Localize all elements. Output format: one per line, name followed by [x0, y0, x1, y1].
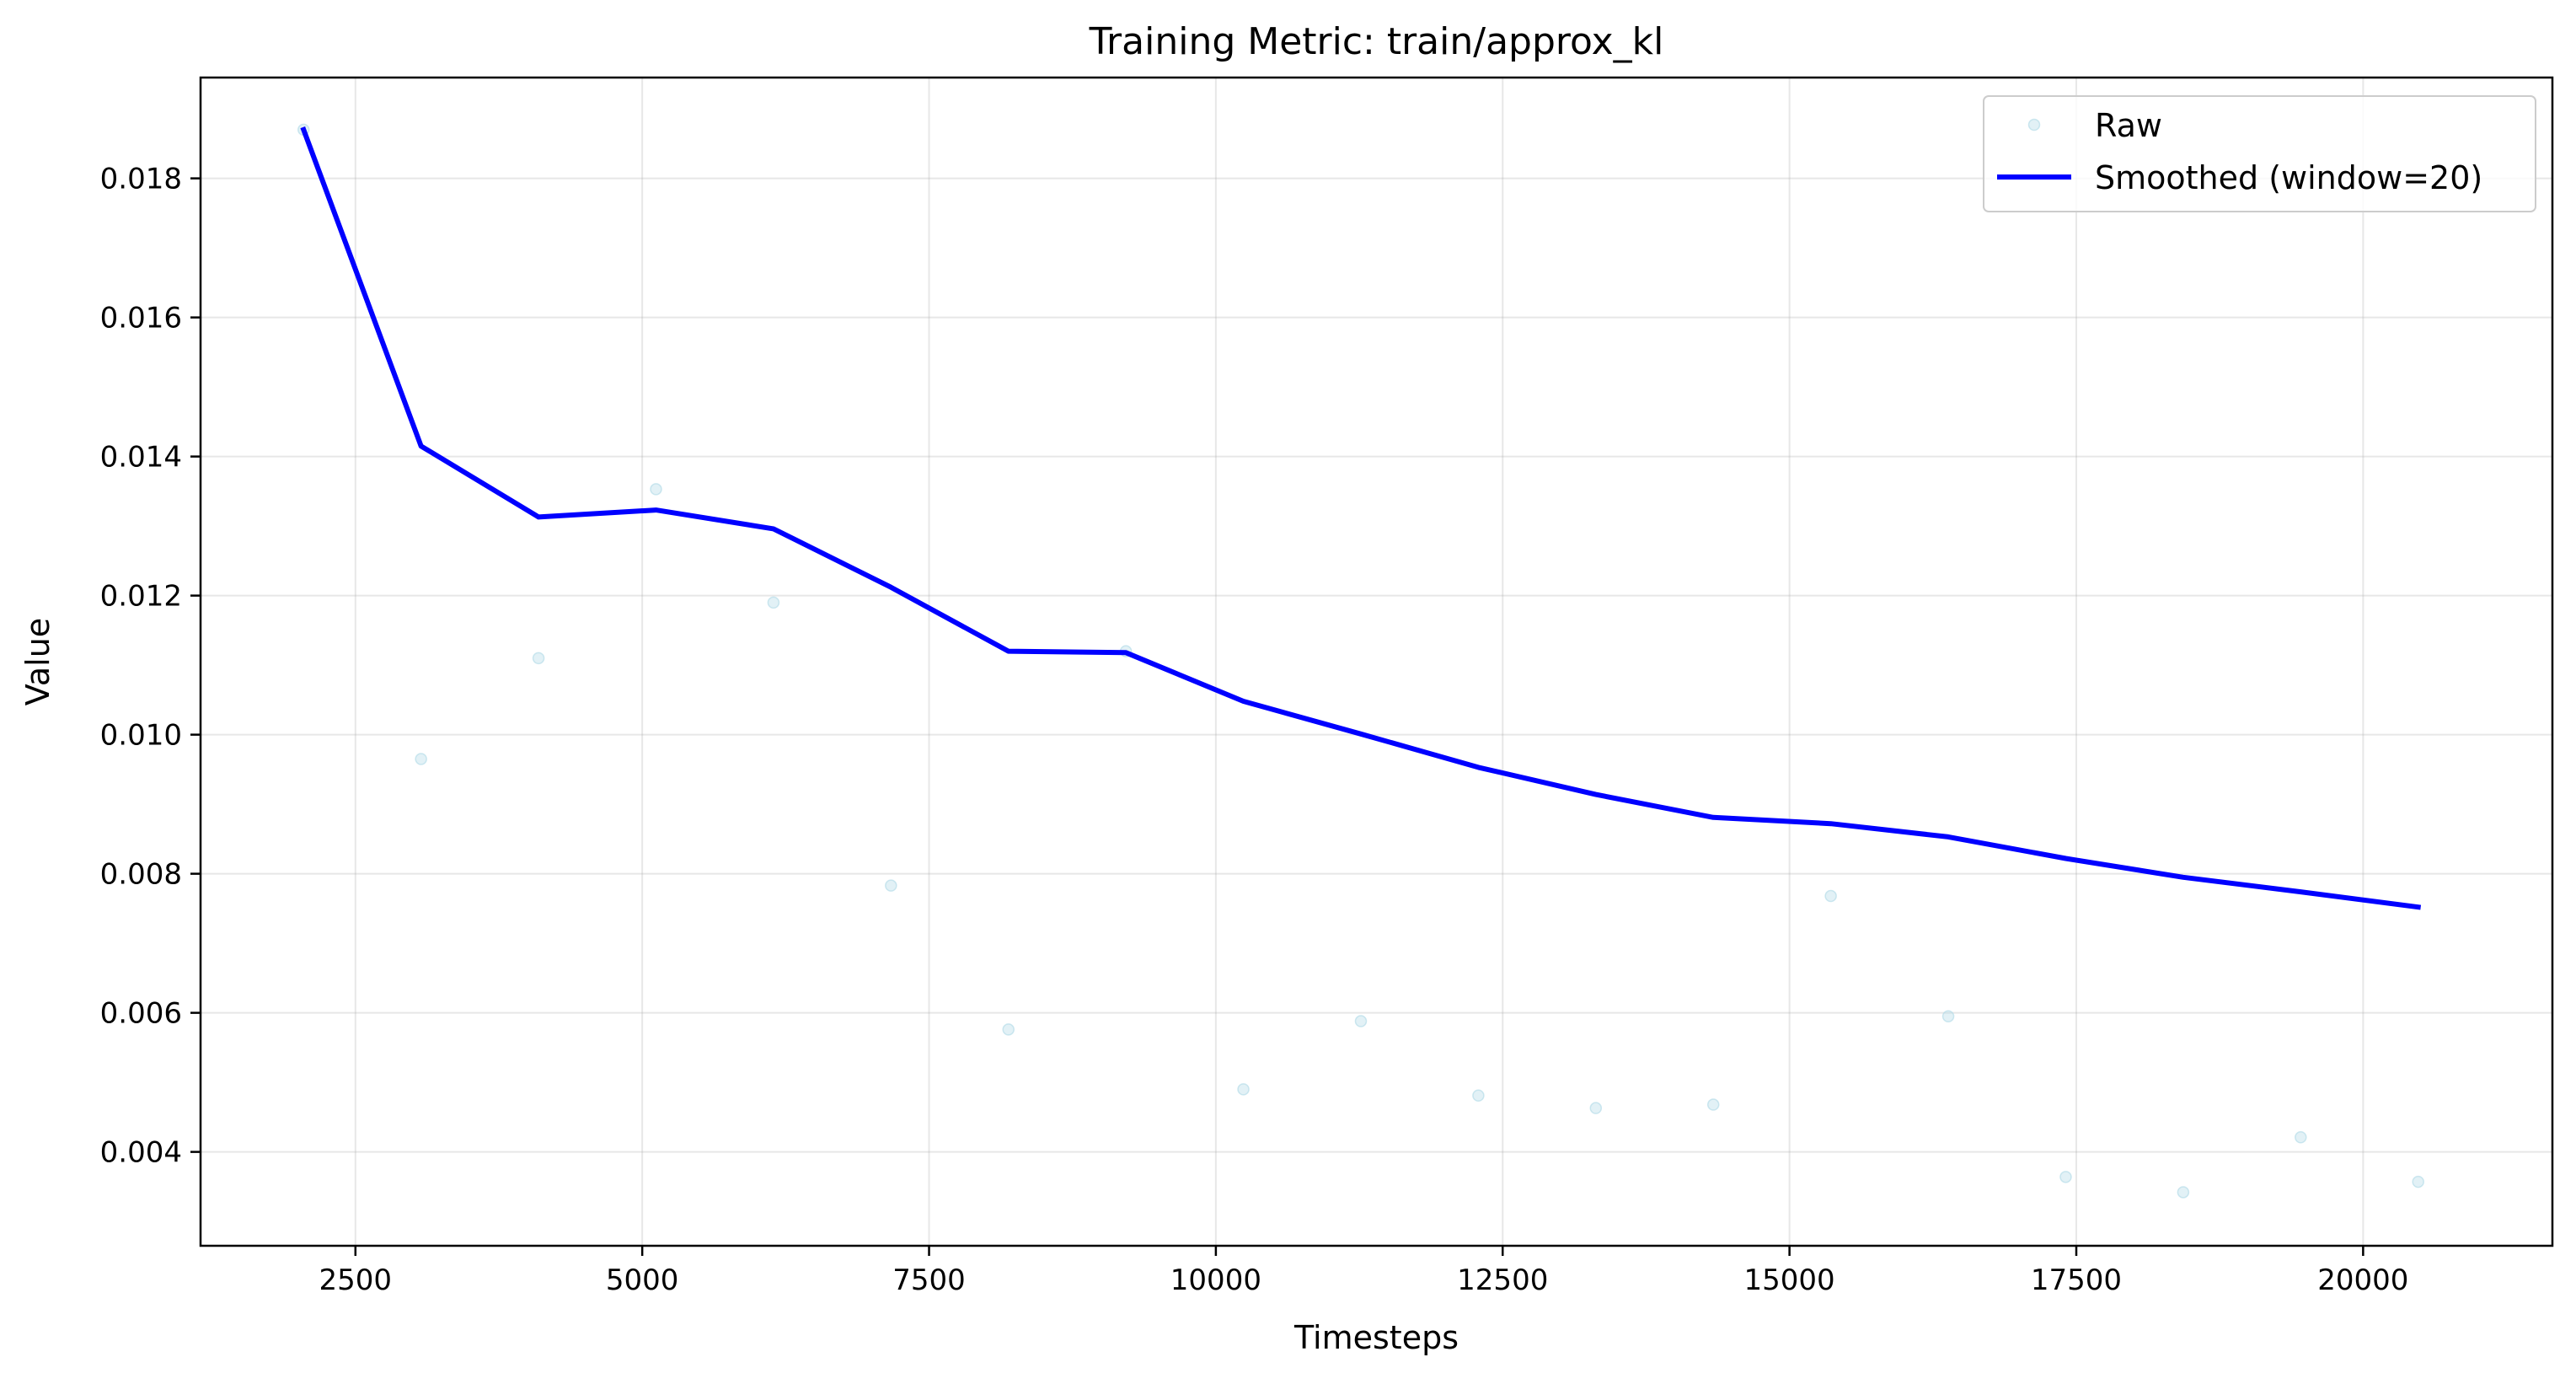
legend-raw-label: Raw: [2095, 107, 2162, 144]
raw-point: [1589, 1102, 1603, 1114]
chart-title: Training Metric: train/approx_kl: [1089, 20, 1664, 63]
raw-point: [1706, 1098, 1720, 1111]
raw-point: [767, 596, 780, 609]
legend-smoothed-label: Smoothed (window=20): [2095, 159, 2482, 196]
plot-data: [297, 123, 2424, 1199]
x-tick-label: 5000: [606, 1263, 679, 1297]
raw-point: [1941, 1010, 1955, 1022]
y-tick-label: 0.010: [100, 719, 182, 753]
raw-point: [2177, 1186, 2190, 1199]
raw-point: [2059, 1171, 2072, 1183]
legend-raw-marker: [2027, 118, 2041, 131]
x-tick-label: 17500: [2031, 1263, 2122, 1297]
x-tick-label: 12500: [1457, 1263, 1548, 1297]
y-axis-label: Value: [19, 618, 56, 705]
axis-ticks: 2500 5000 7500 10000 12500 15000 17500 20000 0.0…: [100, 163, 2409, 1297]
y-tick-label: 0.014: [100, 441, 182, 475]
raw-point: [2295, 1131, 2307, 1144]
y-tick-label: 0.016: [100, 302, 182, 335]
x-axis-label: Timesteps: [1293, 1319, 1459, 1356]
y-tick-label: 0.006: [100, 997, 182, 1031]
raw-point: [650, 483, 662, 496]
raw-point: [885, 879, 897, 892]
y-tick-label: 0.012: [100, 580, 182, 614]
y-tick-label: 0.004: [100, 1136, 182, 1170]
raw-point: [1237, 1083, 1250, 1096]
x-tick-label: 20000: [2317, 1263, 2408, 1297]
smoothed-line: [300, 126, 2422, 910]
raw-point: [1354, 1015, 1368, 1027]
raw-point: [532, 652, 545, 665]
y-tick-label: 0.018: [100, 163, 182, 196]
x-tick-label: 10000: [1170, 1263, 1261, 1297]
legend-box: [1983, 95, 2536, 212]
legend: Raw Smoothed (window=20): [1983, 95, 2536, 212]
raw-point: [415, 753, 427, 765]
raw-point: [2412, 1175, 2424, 1188]
y-tick-label: 0.008: [100, 858, 182, 892]
x-tick-label: 7500: [892, 1263, 966, 1297]
raw-point: [1472, 1089, 1485, 1102]
raw-point: [1002, 1023, 1015, 1036]
plot-frame: [199, 76, 2554, 1247]
x-tick-label: 2500: [319, 1263, 393, 1297]
raw-point: [1824, 889, 1837, 903]
x-tick-label: 15000: [1744, 1263, 1835, 1297]
